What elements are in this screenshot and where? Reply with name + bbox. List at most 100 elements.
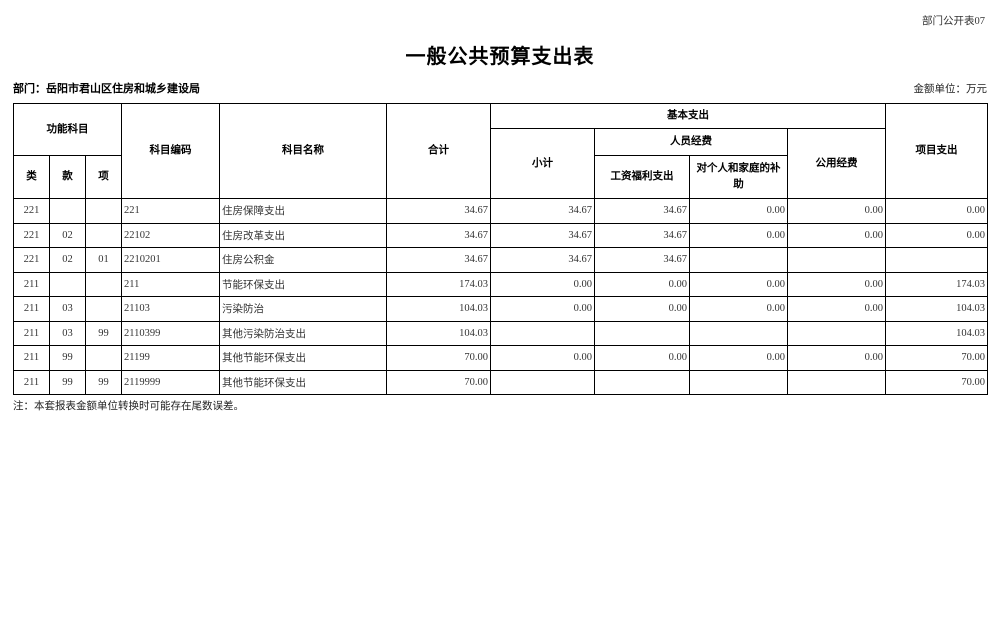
cell-public-funds <box>787 369 887 395</box>
header-salary-welfare: 工资福利支出 <box>594 155 691 199</box>
cell-class: 211 <box>13 345 50 371</box>
cell-class: 211 <box>13 296 50 322</box>
header-individual-family-subsidy: 对个人和家庭的补助 <box>689 155 789 199</box>
cell-subsidy <box>689 369 789 395</box>
meta-row: 部门：岳阳市君山区住房和城乡建设局 金额单位：万元 <box>13 80 987 96</box>
cell-subsidy: 0.00 <box>689 345 789 371</box>
cell-subsidy <box>689 247 789 273</box>
header-section: 款 <box>49 155 86 199</box>
cell-subject-name: 住房改革支出 <box>219 222 388 248</box>
table-row: 211 99 21199 其他节能环保支出 70.00 0.00 0.00 0.… <box>13 345 989 371</box>
cell-total: 70.00 <box>386 345 492 371</box>
table-row: 211 211 节能环保支出 174.03 0.00 0.00 0.00 0.0… <box>13 271 989 297</box>
cell-item <box>84 222 123 248</box>
cell-subject-name: 污染防治 <box>219 296 388 322</box>
cell-item: 99 <box>84 369 123 395</box>
department-label: 部门：岳阳市君山区住房和城乡建设局 <box>13 83 200 95</box>
page-title: 一般公共预算支出表 <box>405 46 595 68</box>
cell-project-expenditure: 174.03 <box>885 271 989 297</box>
header-project-expenditure: 项目支出 <box>885 103 989 199</box>
table-row: 211 03 99 2110399 其他污染防治支出 104.03 104.03 <box>13 320 989 346</box>
cell-salary-welfare: 0.00 <box>594 296 691 322</box>
cell-section: 99 <box>49 369 86 395</box>
cell-total: 174.03 <box>386 271 492 297</box>
cell-project-expenditure: 0.00 <box>885 222 989 248</box>
cell-item <box>84 198 123 224</box>
cell-subsidy: 0.00 <box>689 271 789 297</box>
cell-total: 34.67 <box>386 222 492 248</box>
cell-subject-name: 其他污染防治支出 <box>219 320 388 346</box>
cell-item <box>84 271 123 297</box>
cell-class: 221 <box>13 247 50 273</box>
cell-section: 02 <box>49 222 86 248</box>
cell-salary-welfare: 0.00 <box>594 345 691 371</box>
cell-total: 104.03 <box>386 296 492 322</box>
table-row: 221 221 住房保障支出 34.67 34.67 34.67 0.00 0.… <box>13 198 989 224</box>
cell-subject-code: 2119999 <box>121 369 221 395</box>
unit-label: 金额单位：万元 <box>913 84 988 95</box>
cell-total: 104.03 <box>386 320 492 346</box>
cell-public-funds: 0.00 <box>787 271 887 297</box>
table-header: 功能科目 科目编码 科目名称 合计 基本支出 项目支出 小计 人员经费 公用经费… <box>12 103 989 199</box>
cell-subject-code: 22102 <box>121 222 221 248</box>
cell-project-expenditure: 104.03 <box>885 296 989 322</box>
cell-subject-code: 21103 <box>121 296 221 322</box>
cell-subtotal: 0.00 <box>490 296 596 322</box>
cell-total: 34.67 <box>386 247 492 273</box>
cell-subtotal: 34.67 <box>490 222 596 248</box>
cell-section: 99 <box>49 345 86 371</box>
cell-subject-name: 住房公积金 <box>219 247 388 273</box>
header-class: 类 <box>13 155 50 199</box>
header-public-funds: 公用经费 <box>787 128 887 199</box>
header-basic-expenditure: 基本支出 <box>490 103 887 129</box>
cell-section <box>49 271 86 297</box>
table-row: 221 02 22102 住房改革支出 34.67 34.67 34.67 0.… <box>13 222 989 248</box>
header-subject-code: 科目编码 <box>121 103 221 199</box>
cell-total: 34.67 <box>386 198 492 224</box>
cell-salary-welfare: 34.67 <box>594 198 691 224</box>
cell-project-expenditure: 0.00 <box>885 198 989 224</box>
header-func-subject: 功能科目 <box>12 103 123 156</box>
cell-subsidy <box>689 320 789 346</box>
cell-public-funds <box>787 247 887 273</box>
cell-section: 02 <box>49 247 86 273</box>
cell-subject-name: 其他节能环保支出 <box>219 369 388 395</box>
cell-subject-code: 211 <box>121 271 221 297</box>
expenditure-table: 功能科目 科目编码 科目名称 合计 基本支出 项目支出 小计 人员经费 公用经费… <box>12 103 989 395</box>
header-item: 项 <box>84 155 123 199</box>
cell-total: 70.00 <box>386 369 492 395</box>
table-row: 211 03 21103 污染防治 104.03 0.00 0.00 0.00 … <box>13 296 989 322</box>
cell-project-expenditure: 70.00 <box>885 369 989 395</box>
footer-note: 注：本套报表金额单位转换时可能存在尾数误差。 <box>13 401 244 412</box>
cell-item: 99 <box>84 320 123 346</box>
cell-class: 211 <box>13 320 50 346</box>
cell-item <box>84 296 123 322</box>
header-personnel-funds: 人员经费 <box>594 128 789 156</box>
cell-item: 01 <box>84 247 123 273</box>
cell-class: 221 <box>13 222 50 248</box>
cell-salary-welfare: 0.00 <box>594 271 691 297</box>
cell-subtotal: 0.00 <box>490 345 596 371</box>
cell-project-expenditure: 70.00 <box>885 345 989 371</box>
cell-salary-welfare <box>594 369 691 395</box>
table-row: 221 02 01 2210201 住房公积金 34.67 34.67 34.6… <box>13 247 989 273</box>
cell-public-funds: 0.00 <box>787 198 887 224</box>
cell-subtotal <box>490 369 596 395</box>
cell-section: 03 <box>49 320 86 346</box>
corner-label: 部门公开表07 <box>922 16 985 27</box>
cell-subject-name: 其他节能环保支出 <box>219 345 388 371</box>
cell-subject-name: 节能环保支出 <box>219 271 388 297</box>
cell-subject-code: 2110399 <box>121 320 221 346</box>
cell-public-funds: 0.00 <box>787 222 887 248</box>
cell-subtotal <box>490 320 596 346</box>
cell-project-expenditure: 104.03 <box>885 320 989 346</box>
cell-public-funds <box>787 320 887 346</box>
cell-class: 211 <box>13 369 50 395</box>
header-subject-name: 科目名称 <box>219 103 388 199</box>
cell-class: 221 <box>13 198 50 224</box>
cell-project-expenditure <box>885 247 989 273</box>
cell-subject-code: 2210201 <box>121 247 221 273</box>
cell-section <box>49 198 86 224</box>
cell-public-funds: 0.00 <box>787 345 887 371</box>
cell-subtotal: 34.67 <box>490 198 596 224</box>
